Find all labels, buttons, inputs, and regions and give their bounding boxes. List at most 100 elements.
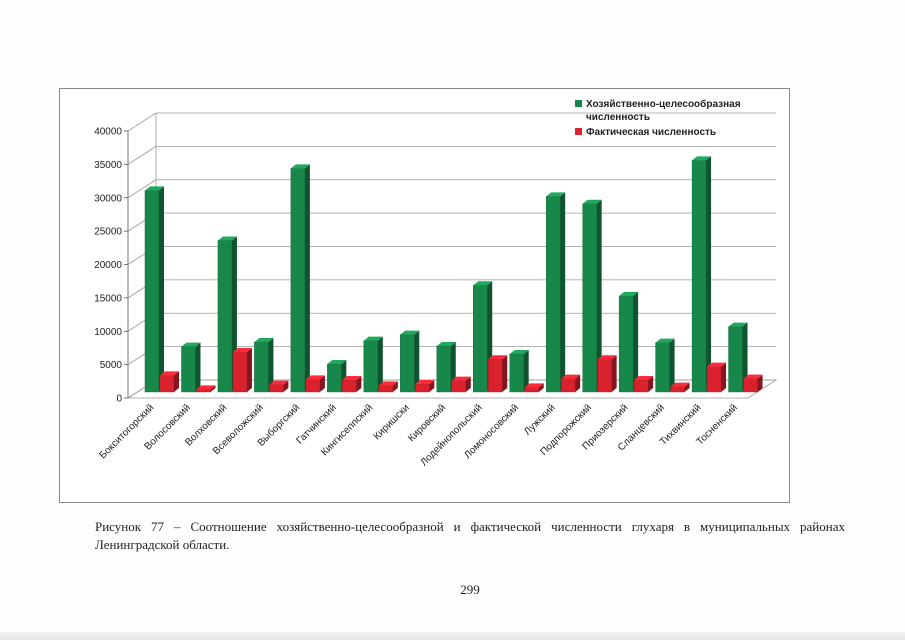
bar-actual-side xyxy=(538,383,544,392)
bar-target-side xyxy=(669,338,675,392)
scan-bottom-edge xyxy=(0,632,905,640)
bar-target-top xyxy=(582,199,602,204)
bar-target-top xyxy=(655,338,675,343)
bar-target-side xyxy=(159,186,164,392)
x-category-label: Бокситогорский xyxy=(97,402,156,461)
legend-label: Фактическая численность xyxy=(586,127,716,138)
bar-actual-front xyxy=(560,378,576,393)
bar-actual-side xyxy=(283,380,289,392)
figure-caption: Рисунок 77 – Соотношение хозяйственно-це… xyxy=(95,519,845,552)
bar-target-front xyxy=(473,284,488,393)
chart-frame: 0 5000 10000 15000 20000 25000 30000 35000 40000… xyxy=(59,88,790,503)
bar-target-front xyxy=(691,160,707,393)
bar-target-side xyxy=(742,322,748,392)
bar-actual-side xyxy=(319,375,325,392)
y-tick-label: 40000 xyxy=(94,127,122,138)
bar-target-side xyxy=(268,337,274,392)
bar-target-front xyxy=(618,295,634,393)
bar-actual-front xyxy=(305,379,321,393)
y-tick-label: 5000 xyxy=(100,360,123,371)
bar-actual-side xyxy=(392,381,398,392)
bar-actual-top xyxy=(232,347,252,352)
y-tick-label: 25000 xyxy=(94,227,122,238)
bar-target-side xyxy=(377,336,383,392)
bar-actual-top xyxy=(269,380,289,385)
bar-actual-top xyxy=(451,376,471,381)
bar-actual-top xyxy=(743,374,763,379)
bar-actual-front xyxy=(415,383,430,393)
bar-target-top xyxy=(473,281,493,286)
y-tick-label: 0 xyxy=(116,394,122,405)
bar-actual-side xyxy=(356,375,362,392)
bar-actual-side xyxy=(465,376,471,392)
bar-target-top xyxy=(546,192,566,197)
bar-target-top xyxy=(327,359,347,364)
bar-target-front xyxy=(290,168,306,393)
bar-target-front xyxy=(582,203,597,393)
bar-actual-side xyxy=(757,374,763,392)
bar-target-top xyxy=(436,341,456,346)
bar-actual-side xyxy=(648,375,654,392)
legend-label: численность xyxy=(586,112,650,123)
bar-actual-front xyxy=(670,386,685,393)
bar-actual-top xyxy=(488,355,508,360)
bar-actual-side xyxy=(246,347,252,392)
bar-actual-side xyxy=(611,355,617,392)
y-tick-label: 30000 xyxy=(94,193,122,204)
legend-swatch-target xyxy=(575,100,582,107)
gridline-depth xyxy=(127,112,157,132)
bar-target-front xyxy=(363,340,379,393)
bar-chart: 0 5000 10000 15000 20000 25000 30000 35000 40000… xyxy=(94,98,778,468)
bar-actual-top xyxy=(415,379,435,384)
legend-label: Хозяйственно-целесообразная xyxy=(586,98,741,110)
bar-actual-top xyxy=(160,371,179,376)
bar-target-top xyxy=(290,164,310,169)
bar-target-side xyxy=(633,291,639,392)
bar-actual-front xyxy=(488,359,503,393)
bar-actual-front xyxy=(451,380,466,393)
bar-actual-side xyxy=(174,371,179,392)
bar-actual-front xyxy=(378,385,394,393)
bar-target-front xyxy=(509,353,524,393)
bar-actual-front xyxy=(706,366,722,393)
bar-actual-side xyxy=(684,382,690,392)
bar-actual-front xyxy=(269,384,284,393)
bar-actual-front xyxy=(524,387,539,393)
bar-actual-front xyxy=(342,379,357,393)
bar-target-side xyxy=(706,156,712,392)
bar-target-top xyxy=(217,236,237,241)
bar-target-front xyxy=(254,341,269,393)
bar-target-side xyxy=(596,199,602,392)
bar-target-top xyxy=(254,337,274,342)
bar-target-top xyxy=(619,291,639,296)
bar-actual-front xyxy=(743,378,758,393)
bar-actual-top xyxy=(342,375,362,380)
bar-target-front xyxy=(327,363,342,393)
bar-target-front xyxy=(400,334,415,393)
bar-actual-side xyxy=(721,362,727,392)
bar-target-side xyxy=(195,342,201,392)
bar-actual-side xyxy=(429,379,435,392)
bar-target-top xyxy=(692,156,712,161)
y-tick-label: 35000 xyxy=(94,160,122,171)
bar-target-front xyxy=(545,196,561,393)
y-tick-label: 10000 xyxy=(94,327,122,338)
x-category-label: Лужский xyxy=(522,402,557,437)
bar-target-top xyxy=(728,322,748,327)
bar-target-front xyxy=(144,190,160,393)
y-tick-label: 15000 xyxy=(94,293,122,304)
legend-swatch-actual xyxy=(575,128,582,135)
bar-target-top xyxy=(509,349,529,354)
bar-actual-top xyxy=(524,383,544,388)
gridline-depth xyxy=(127,179,157,199)
page-number: 299 xyxy=(460,582,480,597)
bar-target-side xyxy=(523,349,529,392)
bar-actual-side xyxy=(210,385,216,392)
bar-actual-front xyxy=(232,351,248,393)
bar-actual-front xyxy=(633,379,649,393)
bar-actual-top xyxy=(634,375,654,380)
bar-actual-top xyxy=(378,381,398,386)
bar-actual-front xyxy=(597,359,612,393)
bar-actual-side xyxy=(575,374,581,392)
